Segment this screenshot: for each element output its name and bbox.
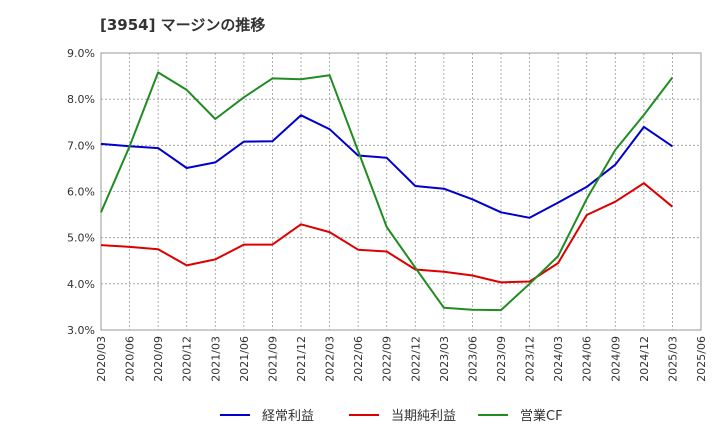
legend-label: 経常利益	[262, 409, 314, 424]
x-tick-label: 2024/03	[552, 336, 565, 382]
legend-label: 営業CF	[520, 408, 563, 424]
x-tick-label: 2022/09	[381, 336, 394, 382]
x-tick-label: 2023/12	[524, 336, 537, 382]
y-tick-label: 4.0%	[67, 278, 95, 291]
x-tick-label: 2024/12	[638, 336, 651, 382]
x-tick-label: 2021/03	[209, 336, 222, 382]
y-tick-label: 5.0%	[67, 232, 95, 245]
x-tick-label: 2021/09	[266, 336, 279, 382]
series-line-営業CF	[100, 71, 674, 312]
series-line-経常利益	[100, 114, 673, 219]
series-line-当期純利益	[100, 182, 674, 284]
y-tick-label: 3.0%	[67, 324, 95, 337]
x-tick-label: 2022/12	[409, 336, 422, 382]
x-tick-label: 2025/03	[666, 336, 679, 382]
x-tick-label: 2022/06	[352, 336, 365, 382]
x-tick-label: 2025/06	[695, 336, 708, 382]
x-tick-label: 2020/09	[152, 336, 165, 382]
y-axis: 3.0% 4.0% 5.0% 6.0% 7.0% 8.0% 9.0%	[67, 47, 95, 337]
x-tick-label: 2023/03	[438, 336, 451, 382]
chart-title: [3954] マージンの推移	[100, 16, 266, 34]
x-tick-label: 2020/03	[95, 336, 108, 382]
y-tick-label: 8.0%	[67, 93, 95, 106]
y-tick-label: 7.0%	[67, 139, 95, 152]
plot-area	[100, 52, 702, 331]
y-tick-label: 9.0%	[67, 47, 95, 60]
x-tick-label: 2020/12	[181, 336, 194, 382]
series-lines	[100, 71, 674, 312]
legend-label: 当期純利益	[391, 409, 456, 424]
x-tick-label: 2024/06	[581, 336, 594, 382]
y-tick-label: 6.0%	[67, 186, 95, 199]
x-tick-label: 2021/12	[295, 336, 308, 382]
x-tick-label: 2021/06	[238, 336, 251, 382]
x-tick-label: 2023/06	[466, 336, 479, 382]
x-axis: 2020/03 2020/06 2020/09 2020/12 2021/03 2021/…	[95, 336, 708, 382]
x-tick-label: 2022/03	[324, 336, 337, 382]
x-tick-label: 2020/06	[124, 336, 137, 382]
legend: 経常利益 当期純利益 営業CF	[220, 408, 563, 424]
x-tick-label: 2024/09	[609, 336, 622, 382]
x-tick-label: 2023/09	[495, 336, 508, 382]
